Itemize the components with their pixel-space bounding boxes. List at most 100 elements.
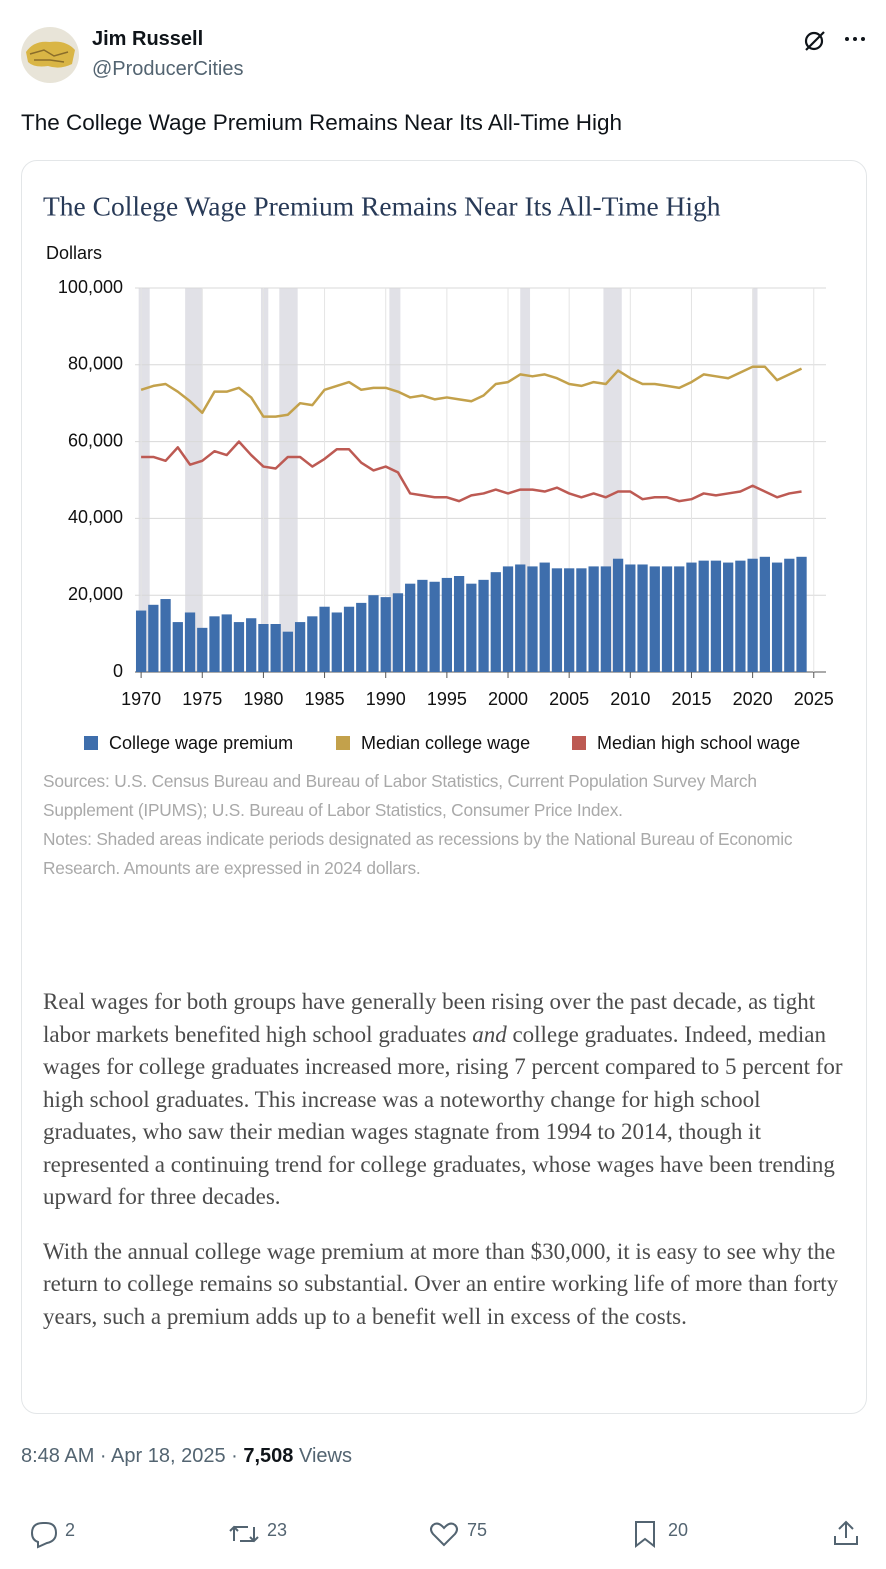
paragraph: Real wages for both groups have generall… <box>43 986 843 1214</box>
bar <box>368 595 379 672</box>
chart-title: The College Wage Premium Remains Near It… <box>43 190 721 221</box>
legend-swatch <box>572 736 586 750</box>
x-tick-label: 1970 <box>121 689 161 709</box>
repost-count[interactable]: 23 <box>267 1520 288 1540</box>
bar <box>172 622 183 672</box>
like-count[interactable]: 75 <box>467 1520 488 1540</box>
bar <box>686 562 697 672</box>
recession-band <box>279 288 298 672</box>
bar <box>747 558 758 672</box>
tweet-text: The College Wage Premium Remains Near It… <box>21 110 623 135</box>
bar <box>319 606 330 672</box>
bar <box>197 627 208 672</box>
bar <box>735 560 746 672</box>
y-tick-label: 80,000 <box>68 354 123 374</box>
x-tick-label: 2015 <box>671 689 711 709</box>
bar <box>612 558 624 672</box>
line-series <box>140 365 803 418</box>
tweet-meta: 8:48 AM · Apr 18, 2025 · 7,508 Views <box>21 1445 352 1468</box>
x-tick-label: 2000 <box>488 689 528 709</box>
recession-band <box>185 288 203 672</box>
bar <box>588 566 599 672</box>
bar <box>148 604 159 672</box>
bar <box>515 564 526 672</box>
bar <box>490 572 501 672</box>
sources: Sources: U.S. Census Bureau and Bureau o… <box>43 771 757 820</box>
line-series <box>141 440 802 503</box>
bar <box>771 562 783 672</box>
bar <box>551 568 563 672</box>
x-tick-label: 1980 <box>243 689 283 709</box>
bookmark-count[interactable]: 20 <box>668 1520 689 1540</box>
bar <box>356 602 367 672</box>
x-tick-label: 1985 <box>305 689 345 709</box>
bar <box>184 612 196 672</box>
text-segment: Real wages for both groups have generall… <box>43 989 816 1047</box>
author-handle[interactable]: @ProducerCities <box>92 58 244 80</box>
x-tick-label: 1995 <box>427 689 467 709</box>
bar <box>343 606 355 672</box>
view-count: 7,508 <box>243 1445 294 1467</box>
bar <box>405 583 416 672</box>
text-segment: With the annual college wage premium at … <box>43 1238 839 1329</box>
bar <box>282 631 294 672</box>
bar <box>600 566 611 672</box>
bar <box>258 624 269 672</box>
bar <box>527 566 538 672</box>
x-tick-label: 2020 <box>733 689 773 709</box>
legend-swatch <box>84 736 98 750</box>
bar <box>576 568 587 672</box>
author-name[interactable]: Jim Russell <box>92 28 204 50</box>
chart: The College Wage Premium Remains Near It… <box>43 190 834 753</box>
repost-icon[interactable] <box>228 1519 260 1549</box>
timestamp[interactable]: 8:48 AM · Apr 18, 2025 · <box>21 1445 238 1467</box>
views-label: Views <box>298 1445 352 1467</box>
bar <box>270 624 281 672</box>
legend-swatch <box>336 736 350 750</box>
bar <box>453 576 465 672</box>
bar <box>233 622 245 672</box>
bar <box>221 614 232 672</box>
recession-band <box>752 288 758 672</box>
bar <box>294 622 306 672</box>
legend-label: Median college wage <box>361 733 530 753</box>
avatar[interactable] <box>20 26 80 84</box>
paragraph: With the annual college wage premium at … <box>43 1236 843 1334</box>
bar <box>539 562 550 672</box>
recession-band <box>520 288 531 672</box>
bar <box>441 577 453 672</box>
bar <box>209 616 220 672</box>
bar <box>417 579 428 672</box>
bar <box>784 558 795 672</box>
bar <box>723 562 734 672</box>
bar <box>246 618 257 672</box>
bar <box>392 593 404 672</box>
more-icon[interactable] <box>843 34 867 44</box>
y-tick-label: 0 <box>113 661 123 681</box>
reply-icon[interactable] <box>28 1519 60 1549</box>
grok-icon[interactable] <box>802 28 828 54</box>
recession-band <box>138 288 150 672</box>
like-icon[interactable] <box>428 1519 460 1549</box>
bookmark-icon[interactable] <box>630 1519 660 1549</box>
bar <box>625 564 636 672</box>
legend-label: College wage premium <box>109 733 293 753</box>
bar <box>796 556 807 672</box>
reply-count[interactable]: 2 <box>65 1520 76 1540</box>
bar <box>331 612 342 672</box>
bar <box>649 566 660 672</box>
bar <box>698 560 709 672</box>
bar <box>380 597 391 672</box>
bar <box>466 583 477 672</box>
x-tick-label: 2005 <box>549 689 589 709</box>
bar <box>478 579 489 672</box>
bar <box>564 568 575 672</box>
bar <box>674 566 685 672</box>
chart-notes: Sources: U.S. Census Bureau and Bureau o… <box>43 767 833 883</box>
notes: Notes: Shaded areas indicate periods des… <box>43 829 793 878</box>
bar <box>429 581 440 672</box>
share-icon[interactable] <box>831 1518 861 1548</box>
y-tick-label: 20,000 <box>68 584 123 604</box>
image-card[interactable] <box>21 160 867 1414</box>
